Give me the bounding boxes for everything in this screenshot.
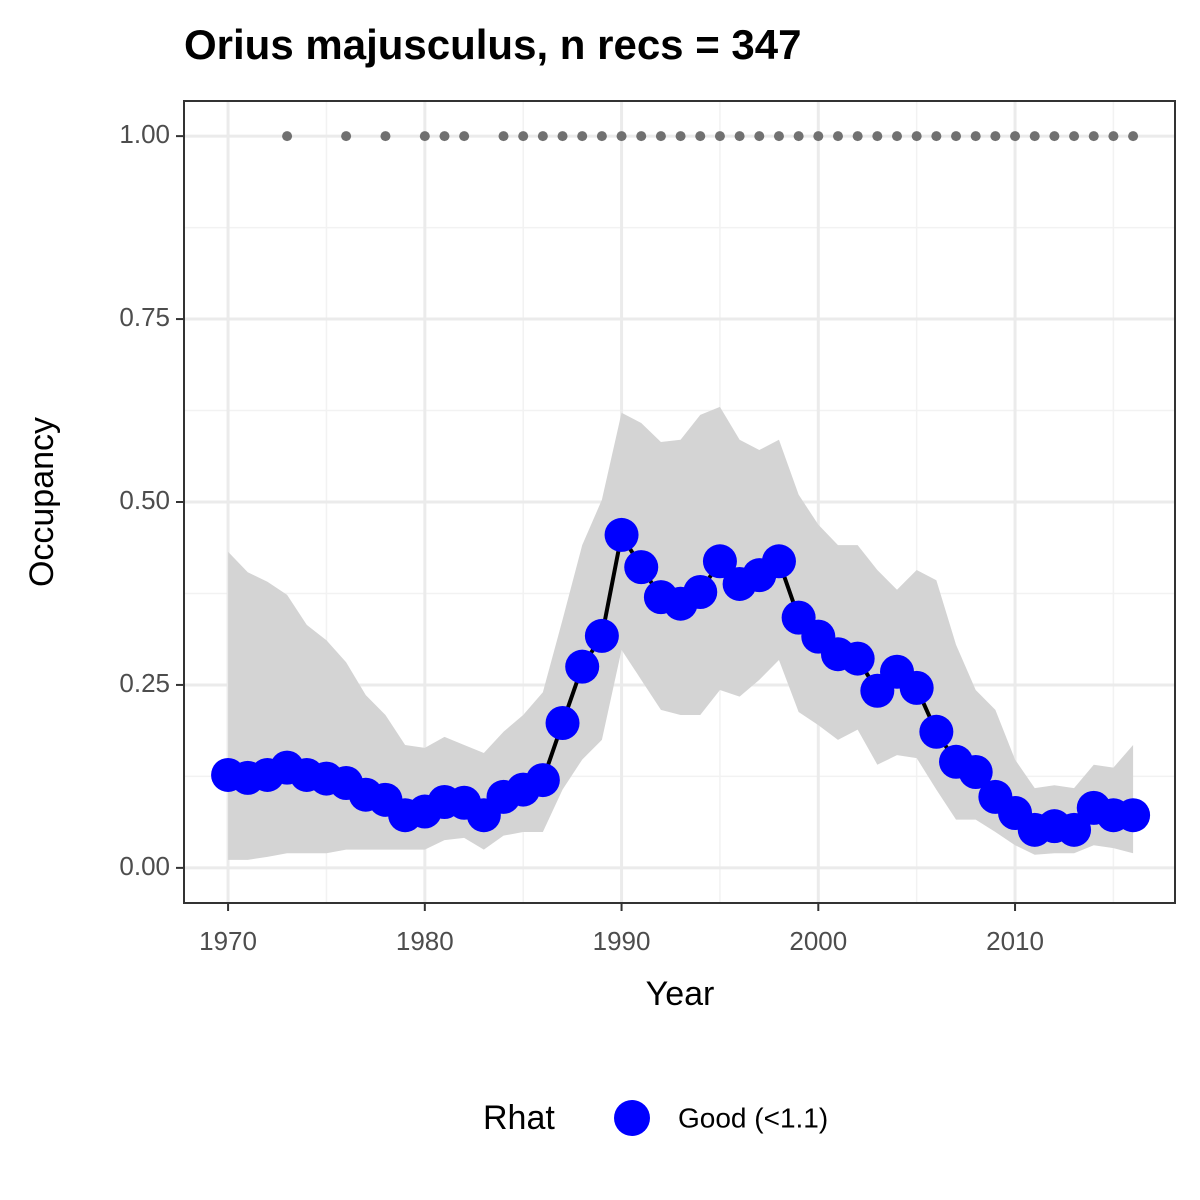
record-dot — [754, 131, 765, 142]
record-dot — [1088, 131, 1099, 142]
legend-marker — [614, 1100, 650, 1136]
record-dot — [872, 131, 883, 142]
record-dot — [892, 131, 903, 142]
point — [702, 544, 737, 579]
record-dot — [380, 131, 391, 142]
record-dot — [498, 131, 509, 142]
chart-title: Orius majusculus, n recs = 347 — [184, 21, 801, 68]
record-dot — [695, 131, 706, 142]
record-dot — [734, 131, 745, 142]
record-dot — [793, 131, 804, 142]
point — [1116, 798, 1151, 833]
y-tick-label: 0.00 — [119, 851, 170, 881]
legend-title: Rhat — [483, 1099, 555, 1137]
record-dot — [282, 131, 293, 142]
record-dot — [1108, 131, 1119, 142]
record-dot — [518, 131, 529, 142]
record-dot — [990, 131, 1001, 142]
x-tick-label: 2000 — [789, 926, 847, 956]
record-dot — [341, 131, 352, 142]
record-dot — [1049, 131, 1060, 142]
legend-label: Good (<1.1) — [678, 1102, 828, 1133]
y-tick-label: 0.75 — [119, 302, 170, 332]
record-dot — [1010, 131, 1021, 142]
x-tick-label: 1970 — [199, 926, 257, 956]
x-tick-label: 2010 — [986, 926, 1044, 956]
y-tick-label: 1.00 — [119, 119, 170, 149]
record-dot — [813, 131, 824, 142]
point — [1057, 812, 1092, 847]
y-tick-label: 0.50 — [119, 485, 170, 515]
point — [683, 575, 718, 610]
record-dot — [439, 131, 450, 142]
point — [919, 714, 954, 749]
point — [899, 670, 934, 705]
panel-border — [183, 100, 1176, 904]
record-dot — [931, 131, 942, 142]
record-dot — [832, 131, 843, 142]
point — [624, 550, 659, 585]
record-dot — [1069, 131, 1080, 142]
point — [545, 705, 580, 740]
y-axis-title: Occupancy — [23, 417, 61, 587]
x-axis-title: Year — [646, 975, 715, 1013]
point — [840, 641, 875, 676]
record-dot — [970, 131, 981, 142]
point — [584, 618, 619, 653]
record-dot — [577, 131, 588, 142]
x-tick-label: 1990 — [593, 926, 651, 956]
record-dot — [537, 131, 548, 142]
record-dot — [852, 131, 863, 142]
record-dot — [419, 131, 430, 142]
record-dot — [911, 131, 922, 142]
record-dot — [951, 131, 962, 142]
point — [565, 649, 600, 684]
record-dot — [675, 131, 686, 142]
record-dot — [557, 131, 568, 142]
record-dot — [714, 131, 725, 142]
record-dot — [636, 131, 647, 142]
record-dot — [655, 131, 666, 142]
record-dot — [1128, 131, 1139, 142]
point — [525, 763, 560, 798]
record-dot — [459, 131, 470, 142]
record-dot — [616, 131, 627, 142]
point — [958, 755, 993, 790]
record-dot — [773, 131, 784, 142]
point — [761, 544, 796, 579]
point — [604, 517, 639, 552]
x-tick-label: 1980 — [396, 926, 454, 956]
confidence-band — [228, 406, 1134, 860]
record-dot — [596, 131, 607, 142]
record-dot — [1029, 131, 1040, 142]
y-tick-label: 0.25 — [119, 668, 170, 698]
